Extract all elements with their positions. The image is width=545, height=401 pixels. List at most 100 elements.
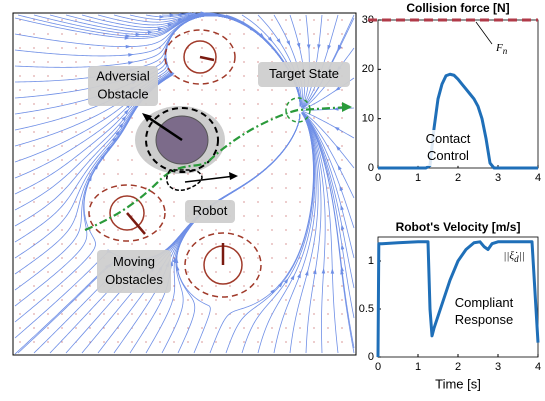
field-dot [47, 75, 48, 76]
field-dot [75, 327, 76, 328]
field-dot [271, 103, 272, 104]
field-dot [257, 61, 258, 62]
field-dot [89, 271, 90, 272]
field-dot [327, 103, 328, 104]
field-dot [47, 299, 48, 300]
field-dot [131, 187, 132, 188]
field-dot [131, 159, 132, 160]
field-dot [103, 243, 104, 244]
field-dot [61, 173, 62, 174]
field-dot [187, 327, 188, 328]
field-dot [229, 131, 230, 132]
field-dot [257, 299, 258, 300]
field-dot [61, 159, 62, 160]
field-dot [187, 341, 188, 342]
field-dot [341, 47, 342, 48]
x-tick-label: 1 [415, 361, 421, 373]
field-dot [285, 89, 286, 90]
field-dot [243, 103, 244, 104]
field-dot [285, 103, 286, 104]
field-dot [327, 131, 328, 132]
field-dot [341, 145, 342, 146]
field-dot [243, 285, 244, 286]
field-dot [33, 257, 34, 258]
field-dot [271, 201, 272, 202]
field-dot [285, 229, 286, 230]
field-dot [33, 327, 34, 328]
field-dot [257, 271, 258, 272]
field-dot [131, 47, 132, 48]
field-dot [103, 327, 104, 328]
field-dot [117, 243, 118, 244]
y-tick-label: 1 [368, 255, 374, 267]
field-dot [75, 103, 76, 104]
field-dot [47, 131, 48, 132]
field-dot [89, 327, 90, 328]
field-dot [131, 243, 132, 244]
field-dot [313, 19, 314, 20]
field-dot [201, 229, 202, 230]
field-dot [257, 145, 258, 146]
field-dot [285, 285, 286, 286]
field-dot [243, 215, 244, 216]
field-dot [313, 285, 314, 286]
field-dot [33, 215, 34, 216]
field-dot [271, 187, 272, 188]
field-dot [229, 47, 230, 48]
field-dot [145, 201, 146, 202]
field-dot [89, 257, 90, 258]
field-dot [75, 173, 76, 174]
field-dot [117, 173, 118, 174]
field-dot [187, 299, 188, 300]
y-tick-label: 0 [368, 351, 374, 363]
field-dot [75, 285, 76, 286]
field-dot [313, 313, 314, 314]
field-dot [19, 173, 20, 174]
field-dot [201, 47, 202, 48]
field-dot [117, 33, 118, 34]
field-dot [299, 313, 300, 314]
field-dot [215, 285, 216, 286]
field-dot [47, 285, 48, 286]
field-dot [243, 117, 244, 118]
field-dot [173, 47, 174, 48]
field-dot [47, 61, 48, 62]
field-dot [33, 89, 34, 90]
field-dot [299, 173, 300, 174]
field-dot [173, 61, 174, 62]
field-dot [19, 61, 20, 62]
field-dot [75, 159, 76, 160]
field-dot [257, 215, 258, 216]
field-dot [187, 285, 188, 286]
field-dot [33, 271, 34, 272]
field-dot [285, 243, 286, 244]
field-dot [229, 145, 230, 146]
field-dot [103, 187, 104, 188]
field-dot [229, 19, 230, 20]
field-dot [47, 257, 48, 258]
field-dot [201, 61, 202, 62]
field-dot [299, 159, 300, 160]
field-dot [285, 201, 286, 202]
field-dot [327, 327, 328, 328]
field-dot [117, 299, 118, 300]
field-dot [271, 257, 272, 258]
field-dot [215, 341, 216, 342]
field-dot [103, 299, 104, 300]
field-dot [243, 187, 244, 188]
field-dot [61, 75, 62, 76]
field-dot [75, 271, 76, 272]
field-dot [201, 271, 202, 272]
field-dot [19, 243, 20, 244]
field-dot [61, 257, 62, 258]
field-dot [75, 117, 76, 118]
field-dot [173, 201, 174, 202]
field-dot [33, 61, 34, 62]
field-dot [327, 257, 328, 258]
field-dot [103, 341, 104, 342]
field-dot [313, 341, 314, 342]
field-dot [215, 89, 216, 90]
field-dot [145, 173, 146, 174]
annotation: Contact [426, 131, 471, 146]
field-dot [257, 201, 258, 202]
